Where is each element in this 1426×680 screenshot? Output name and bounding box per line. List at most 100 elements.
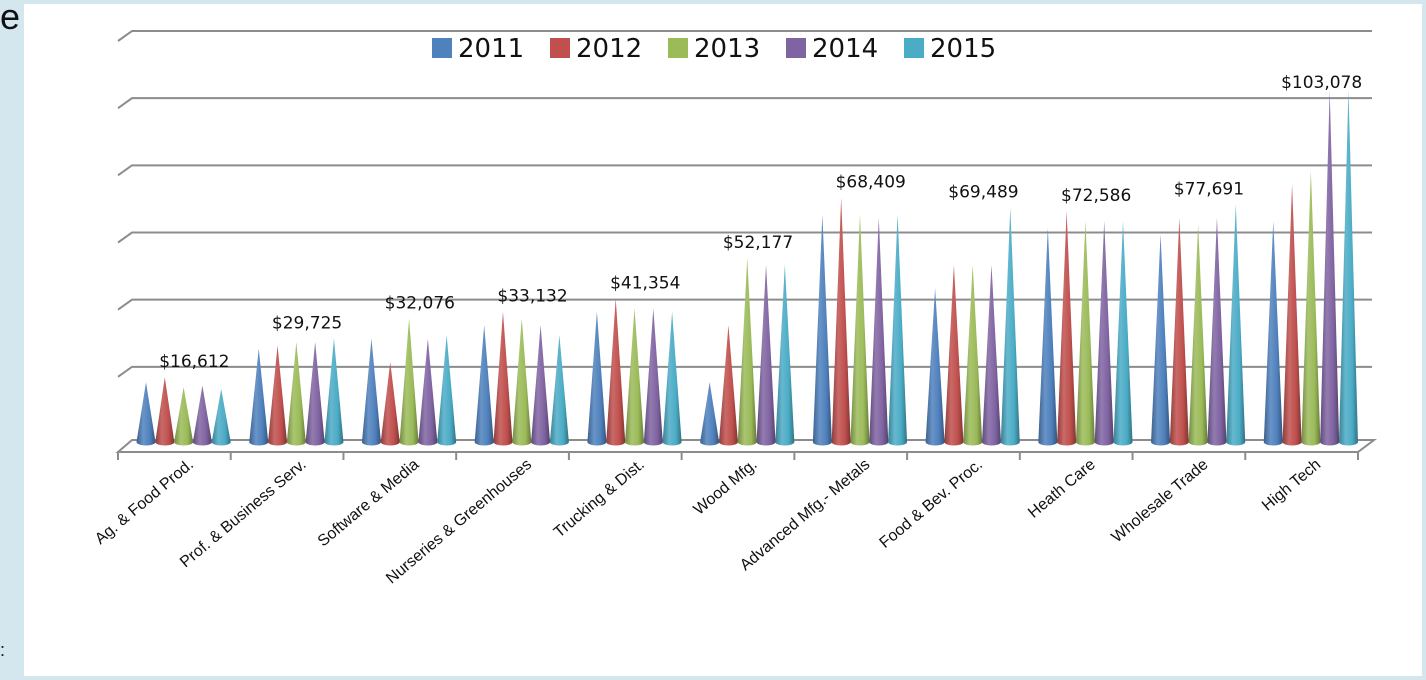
legend-swatch-2014 — [786, 38, 806, 58]
data-label-heath-care: $72,586 — [1061, 186, 1131, 206]
cone-food-bev-proc-2011 — [925, 288, 945, 446]
cone-wood-mfg-2011 — [700, 382, 720, 446]
cone-nurseries-greenhouses-2014 — [531, 325, 551, 446]
legend-swatch-2015 — [904, 38, 924, 58]
cone-prof-business-serv-2012 — [268, 345, 288, 446]
cone-software-media-2011 — [361, 338, 381, 446]
data-label-advanced-mfg-metals: $68,409 — [836, 173, 906, 193]
cone-trucking-dist-2015 — [662, 311, 682, 446]
data-label-software-media: $32,076 — [385, 293, 455, 313]
cone-wood-mfg-2013 — [737, 258, 757, 446]
cone-heath-care-2015 — [1113, 221, 1133, 446]
gridline — [117, 97, 1372, 109]
category-label-prof-business-serv: Prof. & Business Serv. — [177, 456, 310, 571]
category-label-heath-care: Heath Care — [1025, 456, 1099, 522]
cone-wholesale-trade-2012 — [1169, 217, 1189, 446]
cone-prof-business-serv-2014 — [305, 341, 325, 446]
cone-prof-business-serv-2011 — [249, 348, 269, 446]
cone-nurseries-greenhouses-2012 — [493, 311, 513, 446]
legend-swatch-2011 — [432, 38, 452, 58]
legend-swatch-2012 — [550, 38, 570, 58]
category-label-high-tech: High Tech — [1259, 456, 1324, 515]
cone-advanced-mfg-metals-2013 — [850, 214, 870, 446]
cone-wholesale-trade-2014 — [1207, 217, 1227, 446]
cone-ag-food-prod-2012 — [155, 377, 175, 446]
cone-heath-care-2011 — [1038, 227, 1058, 446]
cone-software-media-2012 — [380, 362, 400, 446]
legend-label-2013: 2013 — [694, 34, 760, 64]
cone-wholesale-trade-2015 — [1226, 204, 1246, 446]
cone-high-tech-2011 — [1263, 221, 1283, 446]
category-label-advanced-mfg-metals: Advanced Mfg.- Metals — [737, 456, 873, 574]
data-labels: $16,612 $29,725 $32,076 $33,132 $41,354 $52,1… — [159, 73, 1362, 372]
data-label-wood-mfg: $52,177 — [723, 233, 793, 253]
cone-prof-business-serv-2013 — [286, 341, 306, 446]
cone-wood-mfg-2015 — [775, 264, 795, 446]
cone-heath-care-2012 — [1057, 210, 1077, 446]
gridline — [117, 298, 1372, 311]
cone-trucking-dist-2013 — [625, 308, 645, 446]
category-label-ag-food-prod: Ag. & Food Prod. — [92, 456, 197, 548]
cone-nurseries-greenhouses-2013 — [512, 318, 532, 446]
cone-heath-care-2014 — [1094, 221, 1114, 446]
legend-label-2014: 2014 — [812, 34, 878, 64]
legend-swatch-2013 — [668, 38, 688, 58]
chart-panel — [24, 4, 1422, 676]
legend: 2011 2012 2013 2014 2015 — [432, 34, 996, 64]
cone-food-bev-proc-2014 — [981, 264, 1001, 446]
data-label-prof-business-serv: $29,725 — [272, 314, 342, 334]
x-axis-ticks — [117, 452, 1359, 460]
cone-software-media-2015 — [437, 335, 457, 446]
cone-high-tech-2012 — [1282, 184, 1302, 446]
cone-ag-food-prod-2013 — [174, 387, 194, 446]
legend-label-2012: 2012 — [576, 34, 642, 64]
category-label-software-media: Software & Media — [315, 456, 423, 550]
cone-high-tech-2013 — [1301, 170, 1321, 446]
cone-wood-mfg-2014 — [756, 264, 776, 446]
cone-wholesale-trade-2011 — [1151, 234, 1171, 446]
cone-heath-care-2013 — [1075, 221, 1095, 446]
cone-nurseries-greenhouses-2015 — [549, 335, 569, 446]
cone-trucking-dist-2014 — [643, 308, 663, 446]
category-label-food-bev-proc: Food & Bev. Proc. — [877, 456, 986, 552]
cone-ag-food-prod-2014 — [192, 385, 212, 446]
legend-label-2015: 2015 — [930, 34, 996, 64]
cone-software-media-2014 — [418, 338, 438, 446]
cone-high-tech-2014 — [1320, 90, 1340, 446]
cone-software-media-2013 — [399, 318, 419, 446]
cone-wholesale-trade-2013 — [1188, 224, 1208, 446]
gridline — [117, 164, 1372, 177]
cone-trucking-dist-2011 — [587, 311, 607, 446]
cone-advanced-mfg-metals-2014 — [869, 217, 889, 446]
cone-prof-business-serv-2015 — [324, 338, 344, 446]
cone-food-bev-proc-2015 — [1000, 207, 1020, 446]
cone-food-bev-proc-2013 — [963, 264, 983, 446]
data-label-high-tech: $103,078 — [1281, 73, 1362, 93]
category-label-trucking-dist: Trucking & Dist. — [551, 456, 648, 541]
cone-ag-food-prod-2011 — [136, 382, 156, 446]
data-label-ag-food-prod: $16,612 — [159, 352, 229, 372]
cone-wood-mfg-2012 — [718, 325, 738, 446]
data-label-wholesale-trade: $77,691 — [1174, 179, 1244, 199]
data-label-food-bev-proc: $69,489 — [948, 183, 1018, 203]
data-label-trucking-dist: $41,354 — [610, 273, 680, 293]
cone-high-tech-2015 — [1338, 89, 1358, 446]
category-label-wholesale-trade: Wholesale Trade — [1109, 456, 1212, 546]
legend-label-2011: 2011 — [458, 34, 524, 64]
cone-nurseries-greenhouses-2011 — [474, 325, 494, 446]
cone-ag-food-prod-2015 — [211, 388, 231, 446]
category-label-wood-mfg: Wood Mfg. — [691, 456, 761, 519]
data-label-nurseries-greenhouses: $33,132 — [497, 287, 567, 307]
gridline — [117, 231, 1372, 244]
x-axis-labels: Ag. & Food Prod.Prof. & Business Serv. So… — [92, 456, 1324, 587]
cone-advanced-mfg-metals-2012 — [831, 197, 851, 446]
cone-advanced-mfg-metals-2015 — [888, 214, 908, 446]
cone-food-bev-proc-2012 — [944, 264, 964, 446]
gridlines — [117, 30, 1372, 378]
cone-advanced-mfg-metals-2011 — [812, 214, 832, 446]
cone-trucking-dist-2012 — [606, 298, 626, 446]
gridline — [117, 30, 1372, 42]
cone-series — [136, 89, 1358, 446]
